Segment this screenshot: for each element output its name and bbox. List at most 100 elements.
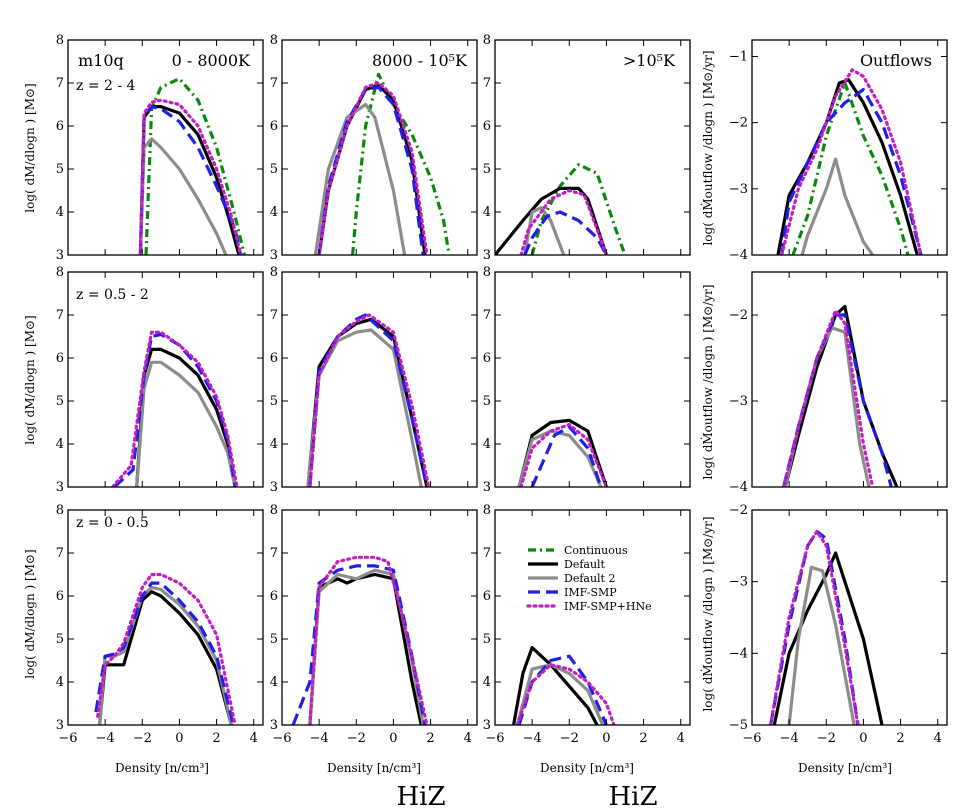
y-tick-label: 5 [56,394,64,409]
series-line-default-2 [800,157,875,255]
panel-r2-c1: 3 4 5 6 7 8 −6 −4 −2 0 2 4 [270,503,478,746]
y-tick-label: −3 [729,394,748,409]
series-line-default-2 [306,328,423,487]
series-group [138,77,246,255]
y-tick-label: 4 [270,437,278,452]
y-tick-label: 7 [270,546,278,561]
y-tick-label: 5 [56,162,64,177]
y-tick-label: 8 [270,265,278,280]
y-tick-label: 3 [270,718,278,733]
series-group [517,418,609,487]
x-tick-label: −2 [560,731,579,746]
series-group [94,572,237,725]
y-tick-label: 6 [270,119,278,134]
y-tick-label: 6 [270,589,278,604]
panels-layer: 345678345678345678−4−3−2−134567834567834… [56,33,948,746]
ylabel-row3-mass: log( dM/dlogn ) [M⊙] [23,549,37,678]
y-tick-label: 3 [270,480,278,495]
footer-label-left: HiZ [396,782,445,808]
series-line-imf-smp-hne [768,529,860,725]
y-tick-label: 4 [270,675,278,690]
y-tick-label: 7 [483,308,491,323]
footer-label-right: HiZ [608,782,657,808]
x-tick-label: 2 [896,731,904,746]
y-tick-label: −4 [729,248,748,263]
panel-r0-c2: 3 4 5 6 7 8 [483,33,691,263]
x-tick-label: −6 [58,731,77,746]
series-line-default-2 [98,585,233,725]
series-line-default [98,590,233,725]
series-line-default [772,551,884,725]
y-tick-label: 4 [483,437,491,452]
y-tick-label: 8 [270,503,278,518]
x-tick-label: −2 [133,731,152,746]
series-line-imf-smp-hne [317,81,429,255]
panel-frame [281,509,478,726]
x-tick-label: −4 [523,731,542,746]
series-line-imf-smp [138,104,243,255]
x-tick-label: −6 [485,731,504,746]
y-tick-label: −5 [729,718,748,733]
series-line-imf-smp [94,581,235,725]
series-line-default-2 [138,137,228,255]
series-line-continuous [791,81,910,255]
series-group [110,330,239,487]
y-tick-label: 6 [56,351,64,366]
series-line-default-2 [313,102,407,255]
series-line-imf-smp-hne [780,68,923,255]
panel-title-outflows: Outflows [860,51,932,70]
series-group [776,68,923,255]
series-line-imf-smp-hne [96,572,237,725]
panel-frame [67,509,264,726]
y-tick-label: 7 [56,76,64,91]
y-tick-label: 7 [483,76,491,91]
y-tick-label: 3 [270,248,278,263]
xlabel-col1: Density [n/cm³] [115,761,209,775]
x-tick-label: 4 [464,731,472,746]
y-tick-label: 8 [270,33,278,48]
series-group [781,304,899,487]
series-line-imf-smp-hne [138,98,243,255]
series-line-default [783,304,899,487]
y-tick-label: 6 [56,589,64,604]
y-tick-label: 4 [56,675,64,690]
y-tick-label: −3 [729,182,748,197]
y-tick-label: −1 [729,50,748,65]
panel-r2-c3: −5 −4 −3 −2 −6 −4 −2 0 2 4 [729,503,948,746]
x-tick-label: 4 [250,731,258,746]
series-line-imf-smp-hne [519,188,609,255]
legend-label: Default 2 [564,572,615,585]
legend-label: Default [564,558,606,571]
y-tick-label: 8 [56,33,64,48]
series-line-imf-smp [782,313,893,487]
ylabel-row2-outflow: log( dṀoutflow /dlogn ) [M⊙/yr] [700,284,715,479]
x-tick-label: −6 [272,731,291,746]
x-tick-label: −6 [742,731,761,746]
y-tick-label: 4 [483,675,491,690]
y-tick-label: 5 [270,394,278,409]
y-tick-label: 5 [270,632,278,647]
y-tick-label: 8 [483,265,491,280]
series-line-default-2 [515,663,605,725]
series-line-imf-smp [308,313,429,487]
panel-title-cold: 0 - 8000K [172,51,251,70]
series-line-imf-smp-hne [308,555,429,725]
panel-r0-c1: 3 4 5 6 7 8 [270,33,478,263]
panel-title-hot: >10⁵K [623,51,676,70]
y-tick-label: 7 [56,546,64,561]
panel-frame [494,39,691,256]
y-tick-label: 3 [483,480,491,495]
x-tick-label: 0 [602,731,610,746]
y-tick-label: 6 [483,589,491,604]
y-tick-label: 7 [270,308,278,323]
x-tick-label: 2 [212,731,220,746]
y-tick-label: 5 [483,162,491,177]
panel-r1-c0: 3 4 5 6 7 8 [56,265,264,495]
series-group [306,313,431,487]
panel-frame [67,271,264,488]
series-group [313,72,451,255]
ylabel-row1-mass: log( dM/dlogn ) [M⊙] [23,83,37,212]
y-tick-label: 3 [56,248,64,263]
